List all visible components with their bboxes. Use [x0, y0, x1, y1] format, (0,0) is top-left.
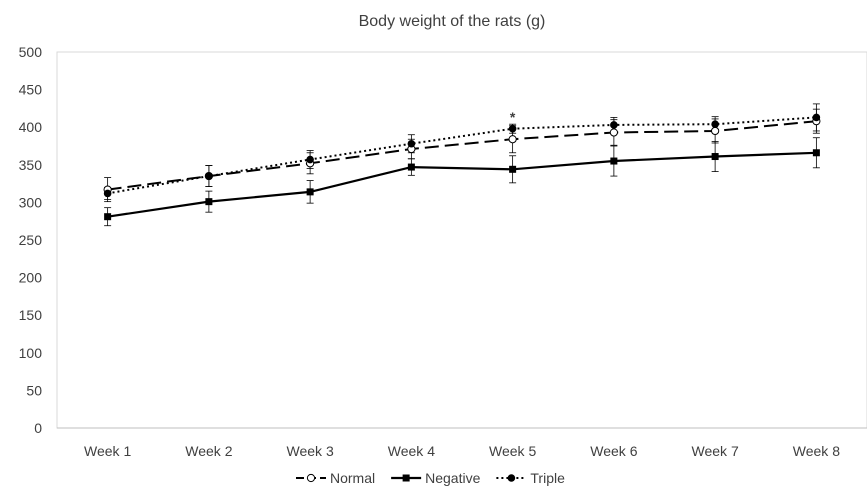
- y-axis-tick-labels: 0 50 100 150 200 250 300 350 400 450 500: [19, 44, 43, 436]
- annotation-asterisk: *: [510, 109, 516, 125]
- y-tick-label: 400: [19, 119, 43, 135]
- y-tick-label: 350: [19, 157, 43, 173]
- data-point-normal: [609, 128, 618, 137]
- x-tick-label: Week 4: [388, 443, 435, 459]
- data-point-negative: [407, 163, 415, 171]
- series-line-negative: [107, 151, 817, 218]
- plot-area-border: [56, 51, 867, 429]
- series-line-triple: [107, 116, 817, 195]
- x-tick-label: Week 5: [489, 443, 536, 459]
- data-point-negative: [812, 149, 820, 157]
- data-point-negative: [509, 165, 517, 173]
- series-markers: [103, 113, 821, 221]
- legend-item-triple: Triple: [496, 470, 565, 486]
- legend: Normal Negative Triple: [296, 470, 565, 486]
- legend-marker-triple: [507, 474, 516, 482]
- y-tick-label: 250: [19, 232, 43, 248]
- data-point-negative: [610, 157, 618, 165]
- y-tick-label: 300: [19, 194, 43, 210]
- x-tick-label: Week 6: [590, 443, 637, 459]
- data-point-normal: [711, 126, 720, 136]
- x-tick-label: Week 3: [287, 443, 334, 459]
- x-tick-label: Week 1: [84, 443, 131, 459]
- data-point-triple: [812, 113, 821, 122]
- legend-label-negative: Negative: [425, 470, 480, 486]
- series-lines: [107, 116, 817, 218]
- y-tick-label: 150: [19, 307, 43, 323]
- legend-item-negative: Negative: [391, 470, 481, 486]
- data-point-triple: [103, 189, 112, 198]
- legend-item-normal: Normal: [296, 470, 375, 486]
- data-point-triple: [508, 124, 517, 133]
- data-point-triple: [205, 172, 213, 180]
- chart-title: Body weight of the rats (g): [359, 13, 546, 30]
- legend-marker-negative: [402, 474, 410, 482]
- data-point-negative: [711, 153, 719, 161]
- y-tick-label: 450: [19, 82, 43, 98]
- x-tick-label: Week 2: [185, 443, 232, 459]
- legend-label-triple: Triple: [530, 470, 565, 486]
- y-tick-label: 200: [19, 270, 43, 286]
- y-tick-label: 100: [19, 345, 43, 361]
- data-point-triple: [711, 120, 719, 128]
- data-point-triple: [306, 155, 314, 164]
- y-tick-label: 500: [19, 44, 43, 60]
- data-point-normal: [508, 135, 517, 144]
- data-point-negative: [306, 188, 314, 196]
- y-tick-label: 0: [34, 420, 42, 436]
- data-point-triple: [407, 139, 416, 148]
- data-point-negative: [205, 198, 213, 206]
- data-point-negative: [104, 213, 112, 221]
- x-tick-label: Week 8: [793, 443, 840, 459]
- series-line-normal: [107, 120, 817, 191]
- x-tick-label: Week 7: [692, 443, 739, 459]
- x-axis-tick-labels: Week 1 Week 2 Week 3 Week 4 Week 5 Week 6 Week…: [84, 443, 840, 459]
- y-tick-label: 50: [26, 382, 42, 398]
- annotations: *: [510, 109, 516, 125]
- legend-marker-normal: [306, 473, 316, 483]
- data-point-triple: [610, 121, 618, 129]
- legend-label-normal: Normal: [330, 470, 375, 486]
